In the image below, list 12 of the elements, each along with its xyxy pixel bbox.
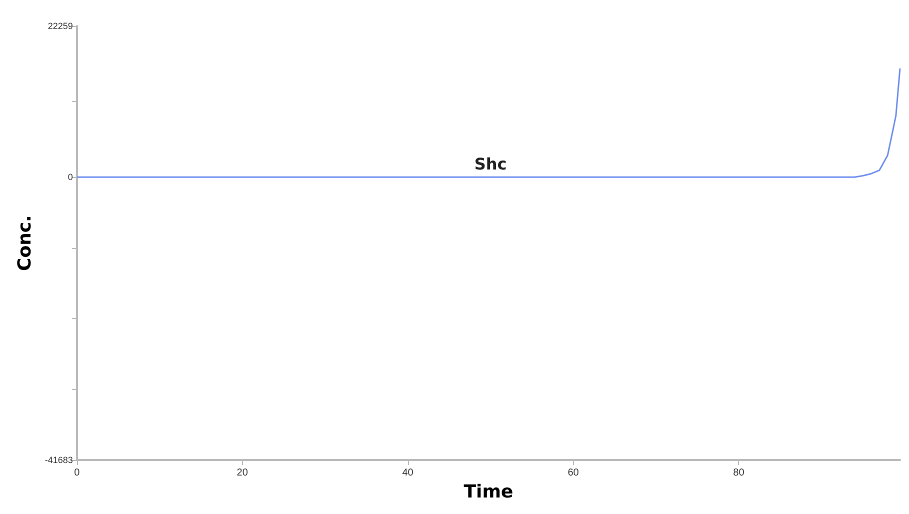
line-series bbox=[76, 68, 901, 178]
x-tick-label: 20 bbox=[236, 468, 248, 479]
x-axis-title: Time bbox=[464, 482, 514, 502]
y-axis-title: Conc. bbox=[14, 215, 36, 272]
x-tick-label: 0 bbox=[74, 468, 80, 479]
x-tick-label: 80 bbox=[733, 468, 745, 479]
y-tick-label: 0 bbox=[68, 172, 73, 182]
x-tick-label: 40 bbox=[402, 468, 414, 479]
y-tick-label: 22259 bbox=[48, 21, 73, 31]
x-tick-label: 60 bbox=[568, 468, 580, 479]
y-tick-label: -41683 bbox=[44, 455, 73, 466]
series-label: Shc bbox=[474, 154, 507, 174]
